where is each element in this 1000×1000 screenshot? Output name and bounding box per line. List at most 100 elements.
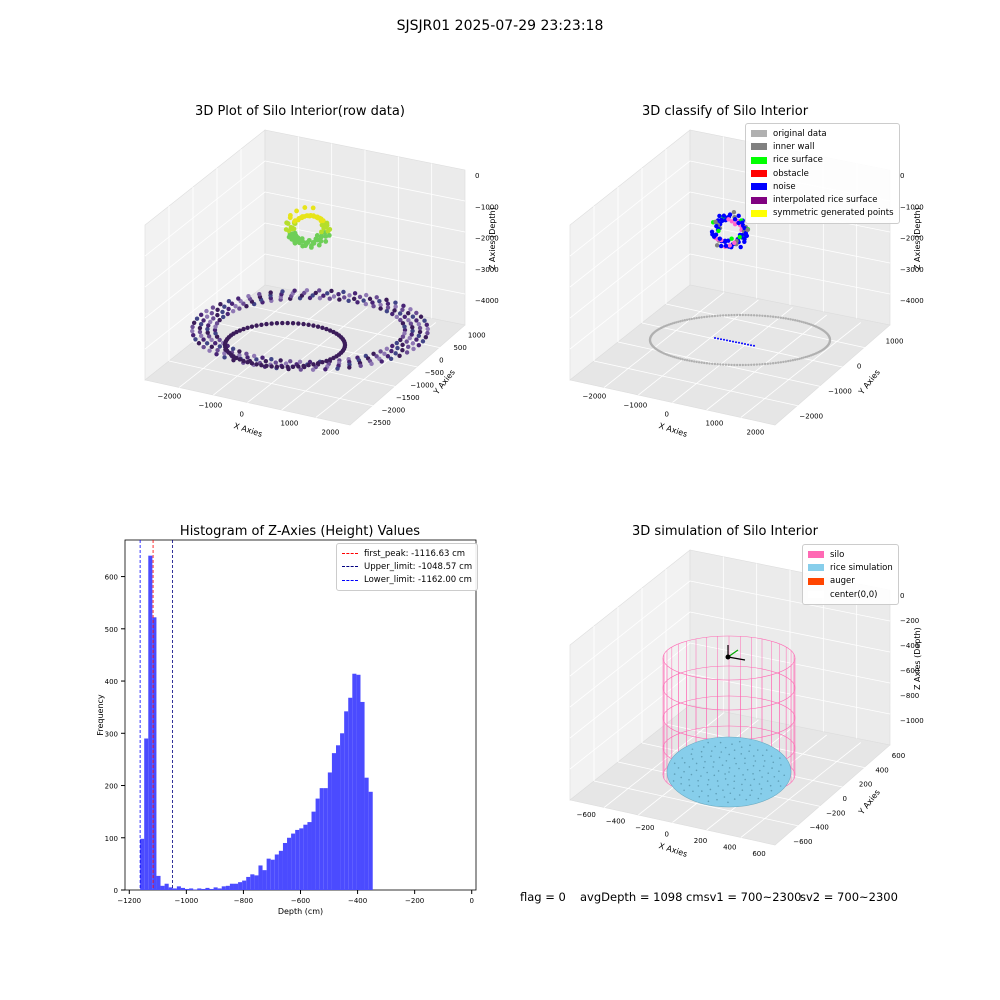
point <box>190 328 195 334</box>
grid-line <box>144 191 266 288</box>
point <box>309 243 314 248</box>
grid-line <box>689 222 891 264</box>
silo-ring <box>662 665 796 711</box>
point <box>317 295 323 301</box>
point <box>298 367 303 372</box>
point <box>393 351 398 356</box>
rice-point <box>688 778 690 781</box>
point <box>800 320 803 323</box>
point <box>422 318 427 323</box>
grid-line <box>689 253 891 295</box>
point <box>327 226 333 232</box>
point <box>750 363 753 367</box>
x-tick-label: −200 <box>405 897 424 905</box>
y-tick-label: −500 <box>425 369 444 377</box>
point <box>378 302 383 308</box>
point <box>750 344 752 347</box>
point <box>400 348 405 353</box>
rice-point <box>742 774 744 776</box>
point <box>311 213 316 219</box>
point <box>371 351 376 356</box>
histogram-bar <box>287 837 292 890</box>
point <box>346 298 351 303</box>
rice-point <box>714 745 716 748</box>
point <box>370 300 375 305</box>
point <box>741 363 745 367</box>
y-axis-label: Y Axies <box>856 368 882 397</box>
grid-line <box>740 322 862 418</box>
histogram-bar <box>270 859 275 890</box>
legend-item: rice simulation <box>808 561 893 574</box>
x-tick-label: −1000 <box>175 897 199 905</box>
point <box>730 363 733 367</box>
histogram-bar <box>205 887 210 890</box>
point <box>771 315 775 318</box>
legend-label: Upper_limit: -1048.57 cm <box>364 561 473 572</box>
rice-point <box>738 740 741 743</box>
point <box>213 324 218 329</box>
rice-point <box>724 746 727 749</box>
rice-point <box>740 746 743 748</box>
rice-point <box>719 741 722 744</box>
point <box>304 213 310 219</box>
point <box>806 322 809 325</box>
point <box>405 310 411 316</box>
point <box>193 337 198 342</box>
legend-item: Upper_limit: -1048.57 cm <box>342 560 472 573</box>
rice-point <box>722 789 724 791</box>
point <box>714 243 720 248</box>
rice-point <box>729 792 732 795</box>
point <box>675 321 678 324</box>
rice-point <box>765 749 768 751</box>
point <box>414 318 419 323</box>
point <box>718 243 724 249</box>
point <box>212 327 218 333</box>
point <box>417 325 423 331</box>
point <box>217 317 222 323</box>
point <box>729 236 734 241</box>
legend-swatch <box>808 551 824 559</box>
histogram-bar <box>348 697 353 890</box>
point <box>292 230 298 236</box>
point <box>771 362 775 365</box>
histogram-bar <box>233 883 239 890</box>
point <box>679 357 682 360</box>
histogram-bar <box>168 887 173 890</box>
histogram-legend: first_peak: -1116.63 cm Upper_limit: -10… <box>336 543 479 591</box>
legend-item: interpolated rice surface <box>751 193 894 206</box>
point <box>407 335 412 341</box>
point <box>708 362 711 365</box>
point <box>384 346 390 352</box>
point <box>297 240 302 246</box>
point <box>367 296 373 302</box>
rice-point <box>673 762 676 765</box>
point <box>300 243 306 249</box>
point <box>732 217 738 222</box>
x-tick-label: −2000 <box>583 393 607 401</box>
y-tick-label: −1500 <box>396 394 420 402</box>
point <box>708 315 711 318</box>
point <box>705 362 709 365</box>
y-tick-label: 1000 <box>468 331 486 339</box>
y-axis-label: Frequency <box>96 694 105 736</box>
rice-point <box>707 800 710 803</box>
grid-line <box>706 314 827 411</box>
point <box>342 295 347 300</box>
point <box>285 320 290 326</box>
point <box>726 339 728 342</box>
point <box>700 361 703 364</box>
x-tick-label: 2000 <box>322 429 340 437</box>
point <box>388 356 394 361</box>
histogram-plot: −1200 −1000 −800 −600 −400 −200 0 0 100 200 300 400… <box>96 539 477 916</box>
rice-point <box>744 778 746 781</box>
histogram-bar <box>242 880 247 890</box>
grid-line <box>281 314 402 411</box>
rice-point <box>763 760 766 762</box>
point <box>683 319 687 322</box>
rice-point <box>738 794 741 796</box>
point <box>716 314 719 317</box>
legend-swatch <box>808 591 824 599</box>
rice-point <box>744 762 746 765</box>
z-axis-label: Z Axies (Depth) <box>488 207 497 270</box>
point <box>679 320 682 323</box>
